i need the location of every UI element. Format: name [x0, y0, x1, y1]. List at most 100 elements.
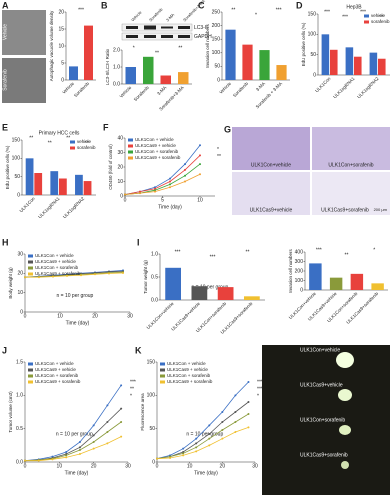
- point: [92, 434, 95, 437]
- significance: ***: [210, 254, 216, 260]
- significance: *: [133, 45, 135, 51]
- significance: ***: [257, 386, 263, 392]
- bar: [345, 47, 354, 75]
- point: [182, 447, 185, 450]
- bar: [330, 49, 338, 75]
- significance: **: [345, 252, 349, 258]
- point: [24, 276, 26, 279]
- legend-swatch: [364, 14, 369, 18]
- image-label: ULK1Con+sorafenib: [328, 162, 373, 168]
- x-axis-label: Time (day): [66, 320, 90, 326]
- legend-swatch: [160, 362, 165, 366]
- legend-swatch: [128, 144, 133, 148]
- legend-label: ULK1Con + sorafenib: [35, 265, 79, 270]
- chart-title: Hep3B: [346, 4, 362, 10]
- y-tick-label: 0.5: [16, 426, 23, 432]
- legend-label: sorafenib: [371, 19, 390, 24]
- y-tick-label: 2.0: [113, 47, 120, 53]
- legend-label: sorafenib: [77, 145, 96, 150]
- x-tick-label: ULK1sgRNA1: [332, 76, 356, 100]
- bar: [84, 25, 93, 81]
- legend-label: ULK1Cas9 + sorafenib: [167, 379, 213, 384]
- series-line: [24, 421, 122, 462]
- x-tick-label: ULK1Con+vehicle: [146, 301, 175, 330]
- x-axis-label: Time (day): [194, 470, 218, 476]
- point: [234, 431, 237, 433]
- significance: **: [29, 135, 33, 141]
- legend-label: ULK1Cas9 + vehicle: [35, 367, 76, 372]
- y-tick-label: 40: [117, 135, 123, 141]
- photo-label: ULK1Cas9+sorafenib: [300, 452, 348, 458]
- legend-swatch: [128, 138, 133, 142]
- x-tick-label: 0: [156, 463, 159, 469]
- series-line: [124, 155, 201, 195]
- series-line: [156, 381, 249, 460]
- x-tick-label: 20: [91, 463, 97, 469]
- legend-label: ULK1Con + vehicle: [35, 253, 74, 258]
- legend-swatch: [70, 146, 75, 150]
- bar: [259, 50, 270, 80]
- bar: [225, 29, 236, 80]
- significance: **: [231, 7, 235, 13]
- bar: [125, 67, 136, 84]
- point: [199, 144, 201, 147]
- x-tick-label: 10: [187, 463, 193, 469]
- point: [106, 404, 109, 407]
- significance: ***: [276, 7, 282, 13]
- note: n = 10 per group: [192, 284, 229, 290]
- y-tick-label: 50: [14, 174, 20, 180]
- significance: *: [130, 393, 132, 399]
- legend-swatch: [128, 156, 133, 160]
- y-tick-label: 0: [217, 77, 220, 83]
- tumor-fluorescence: [338, 389, 352, 401]
- point: [169, 183, 171, 186]
- point: [24, 459, 26, 462]
- tumor-fluorescence: [341, 461, 349, 469]
- point: [154, 189, 156, 192]
- x-tick-label: ULK1sgRNA2: [62, 196, 86, 220]
- y-tick-label: 400: [295, 249, 304, 255]
- tumor-fluorescence: [336, 352, 354, 368]
- x-tick-label: 5: [161, 197, 164, 203]
- bar: [217, 287, 234, 300]
- point: [122, 271, 124, 274]
- y-tick-label: 1.0: [113, 64, 120, 70]
- point: [247, 381, 250, 383]
- legend-label: ULK1Cas9 + sorafenib: [35, 379, 81, 384]
- panel-letter: F: [103, 122, 109, 132]
- micrograph-label: Vehicle: [2, 24, 8, 40]
- y-tick-label: 250: [212, 9, 221, 15]
- x-tick-label: 10: [197, 197, 203, 203]
- x-tick-label: Sorafenib: [133, 85, 151, 103]
- significance: **: [379, 14, 383, 20]
- bar: [371, 283, 384, 290]
- legend-swatch: [28, 380, 33, 384]
- bar: [143, 56, 154, 84]
- bar: [160, 75, 171, 84]
- x-tick-label: Sorafenib: [73, 81, 91, 99]
- micrograph-label: Sorafenib: [2, 69, 8, 91]
- point: [94, 273, 96, 276]
- bar: [329, 277, 343, 290]
- y-tick-label: 150: [147, 359, 156, 365]
- x-tick-label: ULK1Con: [314, 76, 332, 94]
- legend-label: ULK1Con + vehicle: [167, 361, 206, 366]
- point: [66, 274, 68, 277]
- y-tick-label: 50: [214, 64, 220, 70]
- point: [78, 441, 81, 443]
- y-tick-label: 20: [17, 271, 23, 277]
- significance: *: [255, 12, 257, 18]
- significance: **: [48, 140, 52, 146]
- bar: [276, 65, 287, 80]
- point: [195, 442, 198, 445]
- panel-letter: C: [198, 0, 205, 10]
- point: [247, 426, 250, 429]
- y-tick-label: 50: [310, 52, 316, 58]
- blot-col-label: Vehicle: [130, 9, 143, 22]
- blot-bands: [126, 25, 190, 38]
- y-tick-label: 10: [58, 43, 64, 49]
- significance: ***: [342, 14, 348, 20]
- photo-label: ULK1Con+sorafenib: [300, 417, 345, 423]
- panel-letter: A: [2, 0, 9, 10]
- bar: [50, 171, 59, 195]
